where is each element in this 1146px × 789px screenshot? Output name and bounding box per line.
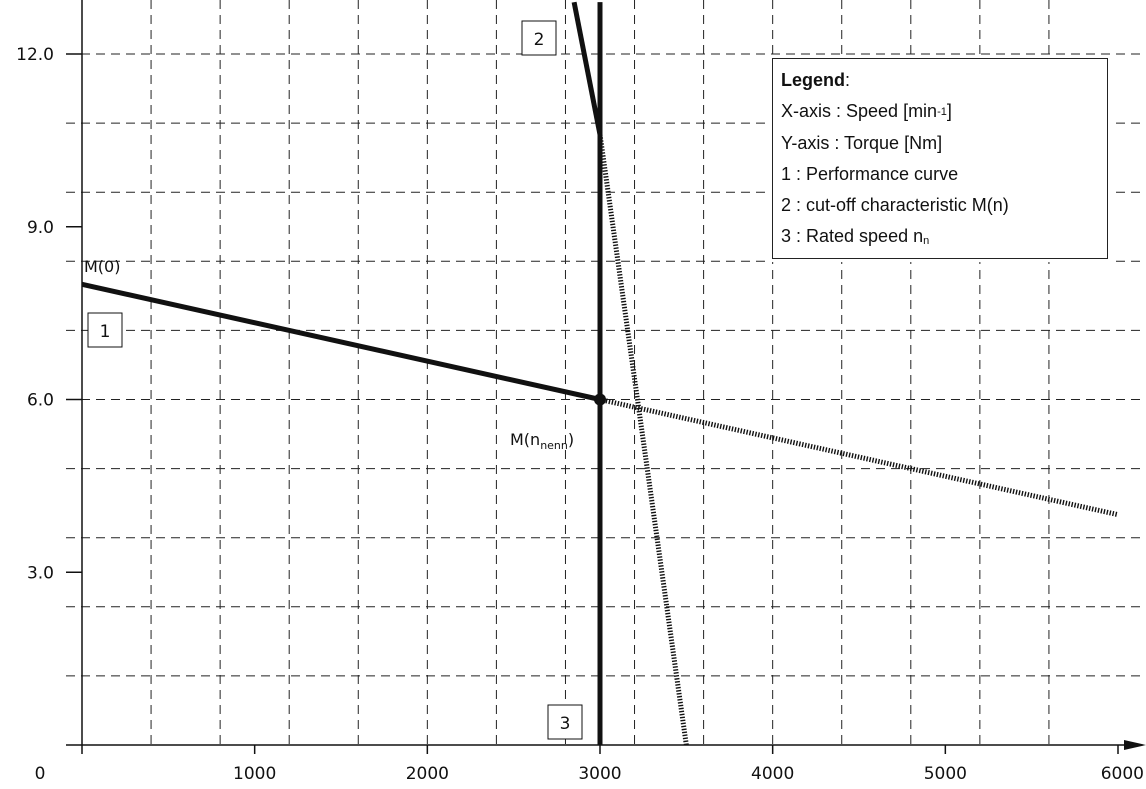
legend-x-axis: X-axis : Speed [min-1] (781, 101, 952, 121)
y-tick-label: 12.0 (16, 45, 54, 65)
x-tick-label: 5000 (924, 764, 967, 784)
legend-y-axis: Y-axis : Torque [Nm] (781, 133, 943, 153)
legend-title-row: Legend: (781, 65, 1107, 96)
curve-markers: 1 2 3 (87, 20, 606, 740)
legend-box: Legend: X-axis : Speed [min-1] Y-axis : … (772, 58, 1108, 259)
legend-item-2: 2 : cut-off characteristic M(n) (781, 195, 1009, 215)
x-tick-label: 0 (35, 764, 46, 784)
curve-number-box (87, 312, 123, 348)
curve-number-label: 2 (534, 30, 545, 50)
curve-number-label: 1 (100, 322, 111, 342)
rated-point-marker (594, 393, 606, 406)
performance-curve-line (81, 281, 601, 402)
cutoff-characteristic-line (571, 1, 603, 136)
x-tick-label: 2000 (406, 764, 449, 784)
x-tick-label: 6000 (1101, 764, 1144, 784)
x-tick-label: 3000 (578, 764, 621, 784)
legend-item-1: 1 : Performance curve (781, 164, 959, 184)
y-tick-label: 6.0 (27, 391, 54, 411)
legend-title-colon: : (845, 70, 851, 90)
cutoff-characteristic-extension-line (597, 134, 689, 746)
y-tick-label: 3.0 (27, 563, 54, 583)
series-lines (81, 1, 1119, 746)
legend-title: Legend (781, 70, 846, 90)
axes (66, 0, 1146, 754)
m0-annotation: M(0) (84, 257, 120, 276)
curve-number-box (521, 20, 557, 56)
legend-item-3: 3 : Rated speed nn (781, 226, 930, 247)
x-tick-label: 4000 (751, 764, 794, 784)
tick-labels: 0 1000 2000 3000 4000 5000 6000 3.0 6.0 9.0 12.0 (16, 45, 1144, 784)
x-axis-arrow (1124, 740, 1146, 750)
x-tick-label: 1000 (233, 764, 276, 784)
curve-number-box (547, 704, 583, 740)
y-tick-label: 9.0 (27, 218, 54, 238)
curve-number-label: 3 (560, 714, 571, 734)
performance-curve-extension-line (599, 397, 1119, 518)
m-nenn-annotation: M(nnenn) (510, 430, 574, 452)
